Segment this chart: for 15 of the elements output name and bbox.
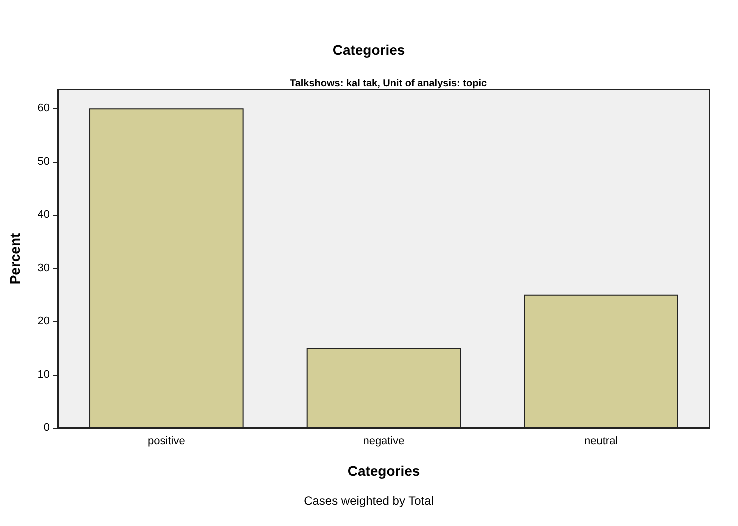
- text: Cases weighted by Total: [304, 494, 434, 508]
- y-tick-label: 50: [38, 156, 50, 168]
- chart-title: Categories: [332, 42, 406, 58]
- y-axis-title: Percent: [7, 232, 23, 285]
- y-tick-label: 10: [38, 368, 50, 381]
- y-tick-label: 30: [38, 262, 50, 274]
- y-tick-label: 0: [44, 422, 50, 434]
- y-tick-label: 20: [38, 316, 50, 328]
- x-tick-label: neutral: [584, 436, 618, 448]
- x-tick-label: positive: [148, 436, 186, 448]
- x-tick-label: negative: [363, 436, 405, 448]
- x-axis-title: Categories: [348, 463, 420, 479]
- y-tick-label: 60: [38, 102, 50, 115]
- y-tick-label: 40: [38, 209, 50, 222]
- chart-subtitle: Talkshows: kal tak, Unit of analysis: topic: [290, 78, 488, 90]
